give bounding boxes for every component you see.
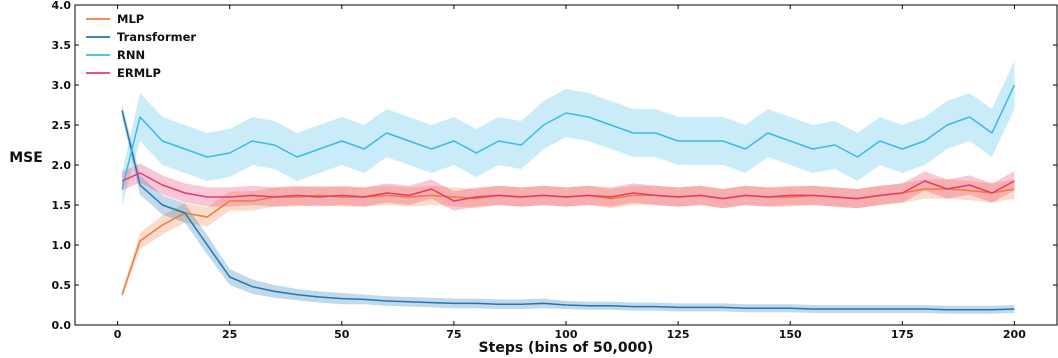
confidence-bands	[122, 61, 1015, 314]
legend-label-ermlp: ERMLP	[117, 66, 161, 80]
x-tick-label: 200	[1003, 328, 1026, 341]
legend: MLP Transformer RNN ERMLP	[86, 12, 196, 80]
series-lines	[121, 84, 1016, 311]
y-tick-label: 1.0	[52, 239, 72, 252]
x-tick-label: 50	[334, 328, 350, 341]
y-tick-label: 0.0	[52, 319, 72, 332]
legend-label-transformer: Transformer	[117, 30, 196, 44]
line-transformer	[121, 110, 1015, 311]
x-tick-label: 75	[446, 328, 461, 341]
x-tick-label: 0	[114, 328, 122, 341]
y-tick-label: 1.5	[52, 199, 72, 212]
y-tick-label: 3.0	[52, 79, 72, 92]
legend-label-mlp: MLP	[117, 12, 144, 26]
x-tick-label: 175	[891, 328, 914, 341]
y-axis-label: MSE	[9, 150, 43, 166]
axes: 0 25 50 75 100 125 150 175 200 0.0 0.5 1.0 1.5 2.0 2.5…	[52, 0, 1058, 341]
y-tick-label: 2.0	[52, 159, 72, 172]
band-ermlp	[122, 163, 1015, 211]
x-tick-label: 25	[222, 328, 237, 341]
x-tick-label: 100	[555, 328, 578, 341]
line-rnn	[121, 84, 1016, 190]
x-tick-label: 150	[779, 328, 802, 341]
x-tick-label: 125	[667, 328, 690, 341]
y-tick-label: 3.5	[52, 39, 72, 52]
line-ermlp	[121, 172, 1015, 202]
y-tick-label: 0.5	[52, 279, 72, 292]
band-mlp	[122, 179, 1015, 299]
x-axis-label: Steps (bins of 50,000)	[479, 340, 654, 356]
y-tick-label: 2.5	[52, 119, 72, 132]
y-tick-label: 4.0	[52, 0, 72, 12]
band-rnn	[122, 61, 1015, 205]
legend-label-rnn: RNN	[117, 48, 145, 62]
